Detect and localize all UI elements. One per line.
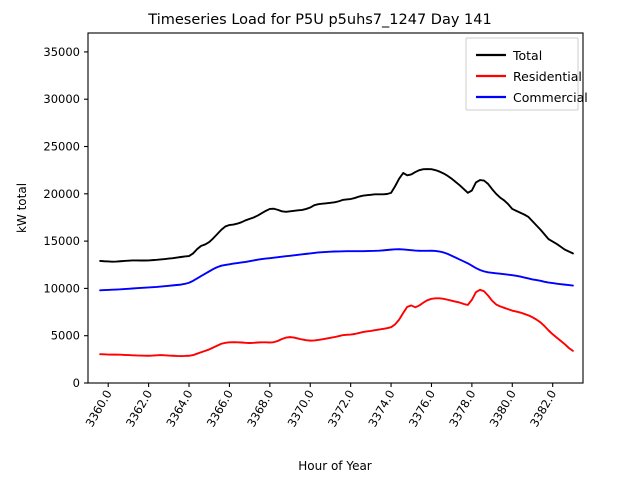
plot-area-border [87,32,584,384]
chart-legend: Total Residential Commercial [465,37,588,111]
legend-label-residential: Residential [513,69,582,84]
y-tick-label: 0 [73,376,80,390]
series-line-residential [99,288,574,357]
chart-title: Timeseries Load for P5U p5uhs7_1247 Day … [147,12,491,28]
y-axis-title: kW total [15,183,29,233]
series-line-commercial [99,248,574,292]
data-series-group [99,168,574,357]
y-tick-label: 10000 [43,281,80,295]
y-tick-label: 35000 [43,45,80,59]
y-tick-label: 5000 [51,329,80,343]
y-tick-label: 20000 [43,187,80,201]
x-axis-title: Hour of Year [298,459,372,473]
y-tick-label: 25000 [43,140,80,154]
y-tick-label: 30000 [43,92,80,106]
legend-label-commercial: Commercial [513,90,588,105]
legend-label-total: Total [512,48,542,63]
series-line-total [99,168,574,263]
y-tick-label: 15000 [43,234,80,248]
legend-entries: Total Residential Commercial [476,48,588,105]
y-axis-ticks: 0 5000 10000 15000 20000 25000 30000 35000 [43,45,88,390]
axes-frame [87,32,584,384]
